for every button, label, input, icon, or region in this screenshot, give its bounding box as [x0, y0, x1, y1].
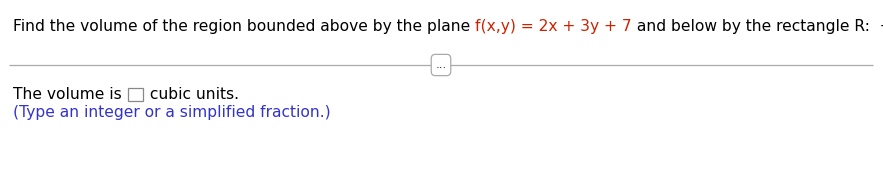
Text: (Type an integer or a simplified fraction.): (Type an integer or a simplified fractio… — [13, 105, 330, 120]
Bar — [128, 88, 143, 101]
Text: and below by the rectangle R:  − 4 ≤ x ≤ 2, 2 ≤ y ≤ 3.: and below by the rectangle R: − 4 ≤ x ≤ … — [632, 19, 883, 34]
Text: Find the volume of the region bounded above by the plane: Find the volume of the region bounded ab… — [13, 19, 475, 34]
Text: cubic units.: cubic units. — [145, 87, 238, 102]
Text: The volume is: The volume is — [13, 87, 126, 102]
Text: f(x,y) = 2x + 3y + 7: f(x,y) = 2x + 3y + 7 — [475, 19, 632, 34]
Text: ...: ... — [435, 59, 447, 72]
